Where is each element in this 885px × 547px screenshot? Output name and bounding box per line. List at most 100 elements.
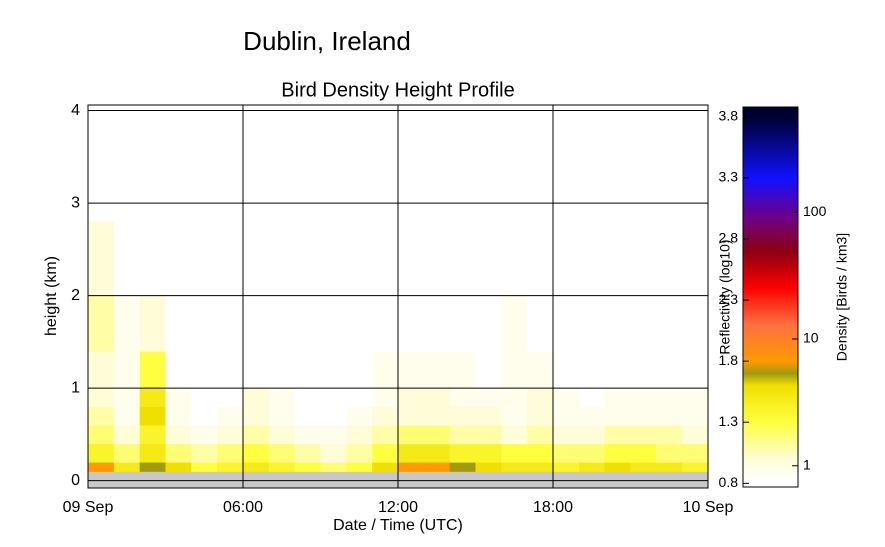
heatmap-cell [682, 471, 709, 489]
heatmap-cell [294, 443, 321, 463]
heatmap-cell [372, 388, 399, 408]
heatmap-cell [630, 462, 657, 472]
heatmap-cell [553, 388, 580, 408]
heatmap-cell [268, 425, 296, 445]
x-tick-label: 09 Sep [63, 499, 114, 516]
heatmap-cell [113, 406, 141, 426]
heatmap-cell [553, 295, 580, 352]
heatmap-cell [578, 295, 606, 352]
heatmap-cell [682, 406, 709, 426]
heatmap-cell [165, 295, 192, 352]
heatmap-cell [139, 388, 166, 408]
heatmap-cell [630, 425, 657, 445]
heatmap-cell [165, 221, 192, 297]
heatmap-cell [527, 462, 554, 472]
heatmap-cell [656, 221, 683, 297]
heatmap-cell [423, 471, 451, 489]
heatmap-cell [217, 462, 244, 472]
heatmap-cell [604, 351, 631, 389]
heatmap-cell [578, 425, 606, 445]
y-tick-label: 1 [71, 379, 80, 396]
heatmap-cell [217, 471, 244, 489]
heatmap-cell [294, 295, 321, 352]
heatmap-cell [449, 295, 476, 352]
heatmap-cell [656, 388, 683, 408]
heatmap-cell [604, 471, 631, 489]
heatmap-cell [398, 443, 425, 463]
heatmap-cell [475, 443, 502, 463]
heatmap-cell [527, 471, 554, 489]
heatmap-cell [578, 351, 606, 389]
heatmap-cell [630, 351, 657, 389]
heatmap-cell [113, 462, 141, 472]
y-tick-label: 0 [71, 472, 80, 489]
heatmap-cell [346, 443, 373, 463]
heatmap-cell [165, 406, 192, 426]
heatmap-cell [398, 351, 425, 389]
heatmap-cell [630, 221, 657, 297]
heatmap-cell [113, 295, 141, 352]
heatmap-cell [501, 388, 528, 408]
colorbar-tick-label: 2.8 [719, 230, 739, 246]
heatmap-cell [553, 406, 580, 426]
colorbar-tick-label: 2.3 [719, 291, 739, 307]
heatmap-cell [682, 388, 709, 408]
heatmap-cell [113, 388, 141, 408]
heatmap-cell [191, 443, 218, 463]
heatmap-cell [165, 388, 192, 408]
heatmap-cell [604, 221, 631, 297]
heatmap-cell [604, 425, 631, 445]
heatmap-cell [165, 471, 192, 489]
heatmap-cell [398, 221, 425, 297]
heatmap-cell [243, 295, 270, 352]
colorbar2-tick-label: 100 [803, 203, 827, 219]
heatmap-cell [682, 425, 709, 445]
heatmap-cell [449, 221, 476, 297]
heatmap-cell [527, 406, 554, 426]
heatmap-cell [449, 388, 476, 408]
chart-title: Dublin, Ireland [243, 26, 411, 56]
heatmap-cell [449, 462, 476, 472]
heatmap-cell [243, 351, 270, 389]
heatmap-cell [217, 425, 244, 445]
heatmap-cell [423, 388, 451, 408]
heatmap-cell [449, 425, 476, 445]
heatmap-cell [656, 462, 683, 472]
heatmap-cell [268, 443, 296, 463]
heatmap-cell [217, 443, 244, 463]
heatmap-cell [217, 221, 244, 297]
heatmap-cell [423, 425, 451, 445]
heatmap-cell [268, 221, 296, 297]
heatmap-cell [682, 462, 709, 472]
heatmap-cell [346, 406, 373, 426]
heatmap-cell [88, 351, 115, 389]
heatmap-cell [553, 471, 580, 489]
heatmap-cell [243, 221, 270, 297]
heatmap-cell [294, 425, 321, 445]
heatmap-cell [320, 295, 347, 352]
heatmap-cell [139, 221, 166, 297]
heatmap-cell [88, 295, 115, 352]
heatmap-cell [88, 462, 115, 472]
colorbar-tick-label: 3.3 [719, 169, 739, 185]
heatmap-cell [346, 295, 373, 352]
heatmap-cell [191, 425, 218, 445]
heatmap-cell [191, 388, 218, 408]
heatmap-cell [320, 443, 347, 463]
heatmap-cell [475, 221, 502, 297]
heatmap-cell [346, 388, 373, 408]
colorbar-tick-label: 1.3 [719, 413, 739, 429]
heatmap-cell [139, 471, 166, 489]
heatmap-cell [449, 406, 476, 426]
heatmap-cell [243, 388, 270, 408]
heatmap-cell [243, 406, 270, 426]
heatmap-cell [372, 462, 399, 472]
heatmap-cell [449, 443, 476, 463]
heatmap-cell [527, 351, 554, 389]
heatmap-cell [656, 471, 683, 489]
heatmap-cell [604, 388, 631, 408]
heatmap-cell [320, 221, 347, 297]
heatmap-cell [372, 351, 399, 389]
heatmap-cell [191, 406, 218, 426]
heatmap-cell [294, 388, 321, 408]
